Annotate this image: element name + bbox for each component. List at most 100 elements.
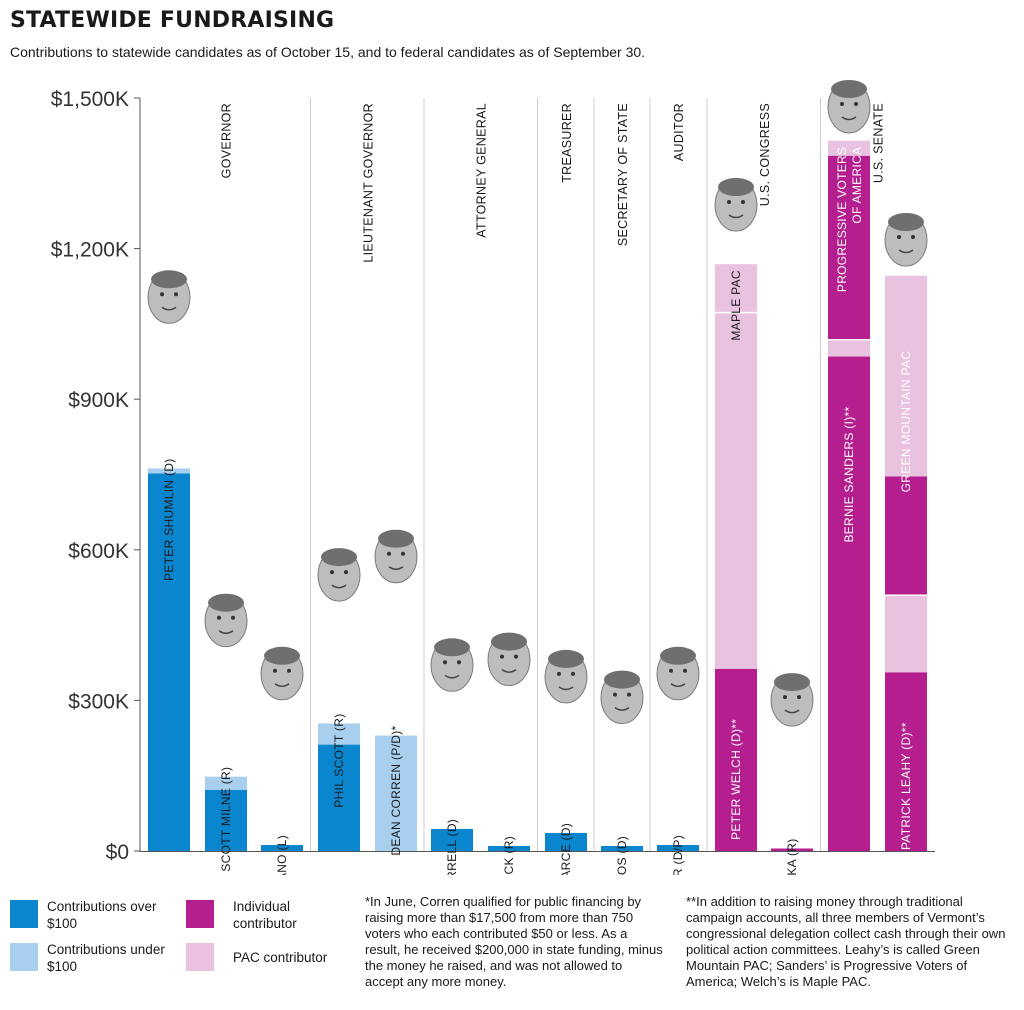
portrait-eye-icon: [273, 668, 277, 673]
portrait-mouth-icon: [218, 630, 234, 634]
y-tick-label: $1,200K: [51, 239, 129, 262]
portrait-hair-icon: [264, 646, 300, 665]
bar-under100: [205, 776, 247, 790]
candidate-name-label: JIM CONDOS (D): [615, 836, 629, 875]
portrait-eye-icon: [741, 200, 745, 204]
y-tick-label: $0: [106, 841, 129, 864]
candidate-name-label: PETER SHUMLIN (D): [162, 458, 176, 580]
candidate-name-label: PATRICK LEAHY (D)**: [899, 722, 913, 850]
fundraising-bar-chart: $0 $300K $600K $900K $1,200K $1,500K GOVERNOR L…: [51, 80, 935, 875]
portrait-mouth-icon: [614, 706, 630, 711]
portrait-mouth-icon: [444, 674, 460, 679]
legend-label-pac: PAC contributor: [233, 950, 328, 965]
portrait-mouth-icon: [898, 249, 914, 254]
bar-pac: [885, 595, 927, 673]
portrait-mouth-icon: [388, 566, 404, 570]
portrait-hair-icon: [660, 646, 696, 665]
bar-pac: [715, 313, 757, 669]
portrait-eye-icon: [174, 292, 178, 297]
portrait-mouth-icon: [784, 709, 800, 714]
candidate-name-label: DEAN CORREN (P/D)*: [389, 726, 403, 856]
y-tick-label: $900K: [68, 389, 129, 412]
pac-committee-pac: [828, 140, 870, 156]
portrait-eye-icon: [231, 615, 235, 620]
portrait-mouth-icon: [841, 116, 857, 121]
portrait-eye-icon: [727, 200, 731, 204]
portrait-eye-icon: [514, 654, 518, 659]
portrait-eye-icon: [557, 671, 561, 676]
pac-committee-individual: [885, 476, 927, 595]
portrait-eye-icon: [287, 668, 291, 673]
candidate-name-label: DOUG HOFFER (D/P): [671, 835, 685, 875]
footnote-congress: **In addition to raising money through t…: [686, 894, 1006, 989]
legend-swatch-pac: [186, 943, 214, 971]
pac-committee-label: PROGRESSIVE VOTERS: [835, 147, 849, 292]
portrait-mouth-icon: [558, 686, 574, 691]
bar-individual: [715, 668, 757, 851]
pac-committee-individual: [828, 155, 870, 339]
legend-label-under100: Contributions under $100: [47, 942, 165, 974]
portrait-hair-icon: [378, 529, 414, 548]
bar-individual: [885, 672, 927, 851]
portrait-eye-icon: [854, 102, 858, 106]
office-label: SECRETARY OF STATE: [616, 103, 630, 246]
portrait-eye-icon: [783, 695, 787, 700]
portrait-mouth-icon: [501, 668, 517, 673]
portrait-eye-icon: [160, 292, 164, 297]
portrait-hair-icon: [151, 270, 187, 289]
chart-subtitle: Contributions to statewide candidates as…: [10, 44, 646, 60]
portrait-eye-icon: [571, 671, 575, 676]
portrait-eye-icon: [330, 570, 334, 575]
candidate-name-label: SHANE MCCORMACK (R): [502, 836, 516, 875]
portrait-mouth-icon: [670, 683, 686, 688]
portrait-hair-icon: [434, 638, 470, 657]
office-label: U.S. CONGRESS: [758, 103, 772, 206]
portrait-eye-icon: [401, 551, 405, 556]
portrait-mouth-icon: [728, 214, 744, 219]
bar-over100: [261, 844, 303, 851]
candidate-name-label: SCOTT MILNE (R): [219, 767, 233, 872]
y-tick-label: $600K: [68, 540, 129, 563]
office-label: GOVERNOR: [220, 103, 234, 178]
office-label: AUDITOR: [672, 103, 686, 161]
portrait-eye-icon: [911, 235, 915, 239]
bar-over100: [545, 832, 587, 851]
portrait-mouth-icon: [331, 584, 347, 589]
bar-under100: [318, 723, 360, 745]
bar-over100: [148, 473, 190, 851]
pac-committee-pac: [715, 264, 757, 312]
portrait-eye-icon: [613, 692, 617, 697]
portrait-eye-icon: [443, 660, 447, 665]
candidate-name-label: BETH PEARCE (D): [559, 823, 573, 875]
portrait-eye-icon: [840, 102, 844, 106]
portrait-eye-icon: [897, 235, 901, 239]
bar-under100: [375, 735, 417, 851]
portrait-hair-icon: [774, 673, 810, 692]
portrait-eye-icon: [457, 660, 461, 665]
candidate-name-label: BERNIE SANDERS (I)**: [842, 407, 856, 543]
bar-over100: [431, 828, 473, 851]
bar-over100: [205, 789, 247, 851]
portrait-eye-icon: [683, 668, 687, 673]
portrait-eye-icon: [797, 695, 801, 700]
chart-title: STATEWIDE FUNDRAISING: [10, 8, 335, 33]
pac-committee-label: MAPLE PAC: [729, 270, 743, 341]
office-label: LIEUTENANT GOVERNOR: [362, 103, 376, 263]
pac-committee-label: GREEN MOUNTAIN PAC: [899, 351, 913, 493]
office-label: TREASURER: [560, 103, 574, 183]
candidate-name-label: DAN FELICIANO (L): [275, 835, 289, 875]
bar-over100: [657, 844, 699, 851]
candidate-name-label: MARK DONKA (R): [785, 838, 799, 875]
pac-committee-label: OF AMERICA: [850, 147, 864, 224]
portrait-hair-icon: [491, 632, 527, 651]
bar-pac: [828, 340, 870, 357]
portrait-hair-icon: [321, 548, 357, 567]
legend-swatch-over100: [10, 900, 38, 928]
portrait-eye-icon: [500, 654, 504, 659]
portrait-mouth-icon: [161, 306, 177, 311]
candidate-name-label: PETER WELCH (D)**: [729, 719, 743, 840]
bar-over100: [488, 845, 530, 851]
office-label: U.S. SENATE: [872, 103, 886, 183]
legend-swatch-individual: [186, 900, 214, 928]
portrait-mouth-icon: [274, 683, 290, 688]
